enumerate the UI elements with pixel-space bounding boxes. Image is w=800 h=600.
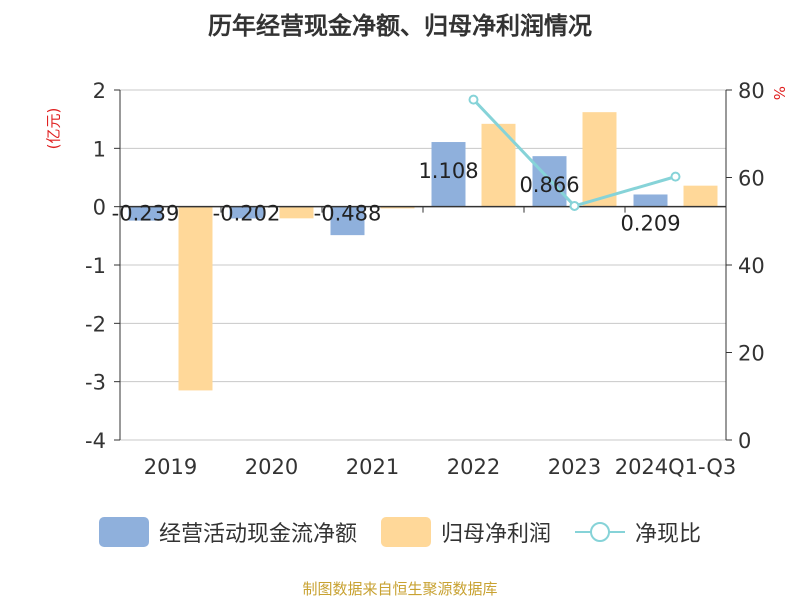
left-tick-label: -4 (85, 429, 106, 453)
right-tick-label: 80 (738, 79, 765, 103)
bar-cash (431, 142, 466, 207)
category-label: 2020 (245, 455, 298, 479)
bar-profit (380, 206, 415, 209)
bar-cash (330, 206, 365, 236)
bar-profit (178, 206, 213, 391)
data-label-cash: -0.488 (314, 202, 382, 226)
category-label: 2022 (447, 455, 500, 479)
bar-profit (582, 112, 617, 207)
category-label: 2023 (548, 455, 601, 479)
bar-cash (633, 194, 668, 207)
left-tick-label: -1 (85, 254, 106, 278)
right-tick-label: 20 (738, 342, 765, 366)
legend-item-profit[interactable]: 归母净利润 (380, 516, 551, 548)
legend: 经营活动现金流净额 归母净利润 净现比 (0, 516, 800, 548)
bar-cash (229, 206, 264, 219)
bar-cash (128, 206, 163, 221)
legend-label-ratio: 净现比 (635, 522, 702, 547)
data-labels: -0.239 -0.202 -0.488 1.108 0.866 0.209 (112, 159, 681, 235)
data-label-cash: -0.239 (112, 202, 180, 226)
legend-label-profit: 归母净利润 (440, 522, 551, 547)
data-label-cash: 1.108 (418, 159, 478, 183)
ratio-point (670, 171, 681, 182)
chart-title: 历年经营现金净额、归母净利润情况 (208, 12, 592, 40)
grid-lines (120, 89, 726, 441)
category-label: 2019 (144, 455, 197, 479)
legend-swatch-cash (98, 517, 149, 547)
left-tick-label: -3 (85, 371, 106, 395)
bar-profit (683, 185, 718, 207)
legend-label-cash: 经营活动现金流净额 (158, 522, 357, 547)
left-tick-label: 2 (93, 79, 106, 103)
legend-item-ratio[interactable]: 净现比 (575, 516, 701, 548)
ratio-point (569, 200, 580, 211)
data-source: 制图数据来自恒生聚源数据库 (302, 580, 498, 598)
data-label-cash: -0.202 (213, 202, 281, 226)
category-label: 2021 (346, 455, 399, 479)
bar-profit (481, 123, 516, 207)
right-tick-label: 40 (738, 254, 765, 278)
legend-swatch-ratio (575, 517, 625, 547)
bar-profit (279, 206, 314, 219)
left-tick-label: 0 (93, 196, 106, 220)
left-tick-label: 1 (93, 137, 106, 161)
bars (128, 112, 718, 391)
legend-swatch-profit (380, 517, 431, 547)
data-label-cash: 0.209 (620, 211, 680, 235)
ratio-point (468, 94, 479, 105)
right-tick-label: 60 (738, 167, 765, 191)
category-label: 2024Q1-Q3 (615, 455, 737, 479)
data-label-cash: 0.866 (519, 173, 579, 197)
ratio-line (468, 94, 681, 211)
left-tick-label: -2 (85, 312, 106, 336)
right-tick-label: 0 (738, 429, 751, 453)
legend-item-cash[interactable]: 经营活动现金流净额 (98, 516, 357, 548)
